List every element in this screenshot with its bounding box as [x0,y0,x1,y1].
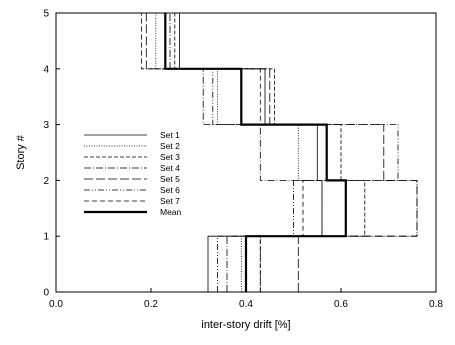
series-line-set-6 [164,13,399,292]
legend-label: Set 5 [160,174,180,184]
x-tick-label: 0.4 [239,299,253,310]
y-axis-label: Story # [15,134,27,170]
series-layer [141,13,418,292]
series-line-set-5 [145,13,418,292]
y-tick-label: 0 [43,288,49,299]
x-axis-label: inter-story drift [%] [201,319,290,331]
y-tick-label: 4 [43,64,49,75]
y-tick-label: 1 [43,232,49,243]
legend-label: Set 1 [160,130,180,140]
x-tick-label: 0.0 [49,299,63,310]
legend-label: Set 3 [160,152,180,162]
x-tick-label: 0.2 [144,299,158,310]
legend-label: Set 6 [160,185,180,195]
x-tick-label: 0.6 [334,299,348,310]
y-tick-label: 2 [43,176,49,187]
y-tick-label: 5 [43,9,49,20]
legend-label: Set 2 [160,141,180,151]
x-tick-label: 0.8 [429,299,443,310]
legend-label: Mean [160,207,182,217]
y-tick-label: 3 [43,120,49,131]
ticks-layer: 0.0 0.2 0.4 0.6 0.8 0 1 2 3 4 5 [43,9,443,311]
series-line-set-1 [179,13,323,292]
legend-label: Set 4 [160,163,180,173]
series-line-set-4 [169,13,418,292]
series-line-set-2 [155,13,323,292]
series-line-mean [164,13,347,292]
legend-label: Set 7 [160,196,180,206]
series-line-set-3 [174,13,366,292]
